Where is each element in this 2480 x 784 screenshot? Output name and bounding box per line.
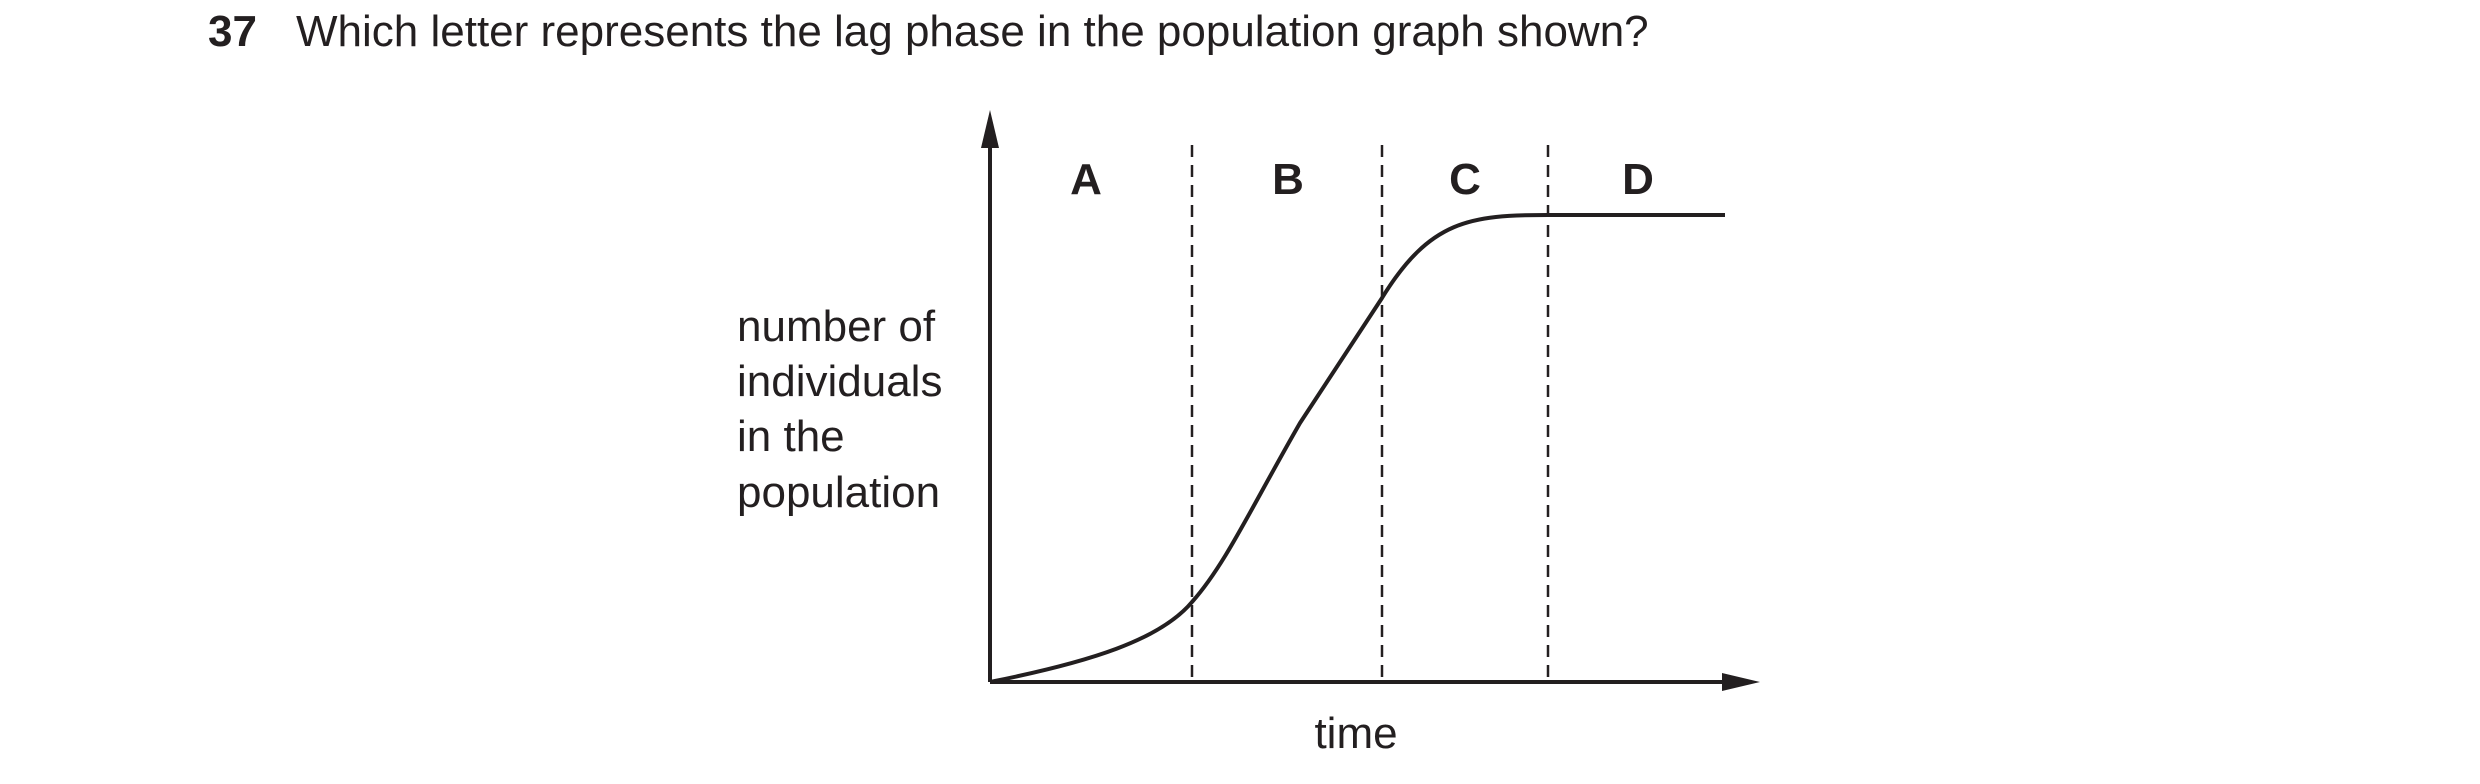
y-axis-arrowhead <box>981 110 999 148</box>
x-axis-arrowhead <box>1722 673 1760 691</box>
phase-label-a: A <box>1070 155 1102 204</box>
y-axis-label-line-2: individuals <box>737 357 942 406</box>
y-axis-label-line-1: number of <box>737 302 936 351</box>
phase-label-b: B <box>1272 155 1304 204</box>
phase-label-c: C <box>1449 155 1481 204</box>
y-axis-label-line-4: population <box>737 468 940 517</box>
population-curve <box>989 213 1725 684</box>
question-text: Which letter represents the lag phase in… <box>296 7 1649 56</box>
phase-label-d: D <box>1622 155 1654 204</box>
y-axis-label-line-3: in the <box>737 412 845 461</box>
x-axis-label: time <box>1314 709 1397 758</box>
question-number: 37 <box>208 7 257 56</box>
